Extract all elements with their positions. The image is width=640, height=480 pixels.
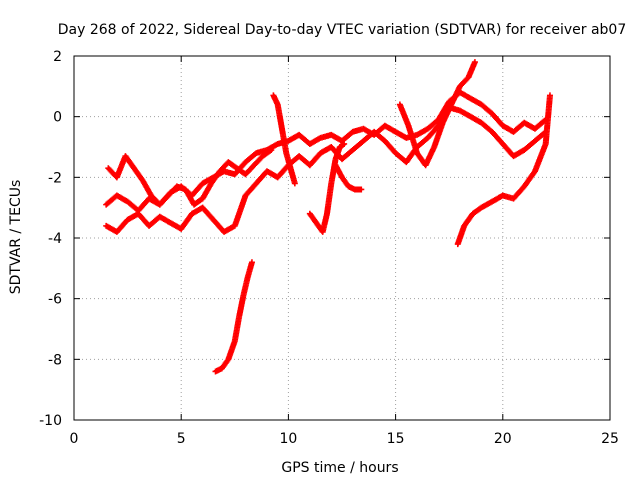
- y-tick-label: -10: [39, 413, 62, 429]
- series-track-e: [306, 140, 348, 235]
- x-axis-title: GPS time / hours: [281, 460, 398, 476]
- series-track-f: [332, 162, 365, 193]
- axis-ticks: 0 5 10 15 20 25 -10 -8 -6 -4 -2 0 2: [39, 49, 619, 447]
- y-tick-label: -4: [48, 231, 62, 247]
- data-point: [358, 186, 365, 193]
- series-track-i: [212, 259, 255, 375]
- x-tick-label: 20: [494, 431, 512, 447]
- y-tick-label: 0: [53, 110, 62, 126]
- data-point: [341, 140, 348, 147]
- x-tick-label: 15: [387, 431, 405, 447]
- y-tick-label: -8: [48, 352, 62, 368]
- x-tick-label: 10: [279, 431, 297, 447]
- y-tick-label: -2: [48, 170, 62, 186]
- data-series: [103, 59, 553, 375]
- x-tick-label: 0: [70, 431, 79, 447]
- y-axis-title: SDTVAR / TECUs: [8, 180, 24, 295]
- x-tick-label: 25: [601, 431, 619, 447]
- data-point: [248, 259, 255, 266]
- series-track-g: [396, 59, 478, 169]
- data-point: [471, 59, 478, 66]
- data-point: [268, 147, 275, 154]
- y-tick-label: -6: [48, 292, 62, 308]
- x-tick-label: 5: [177, 431, 186, 447]
- chart-title: Day 268 of 2022, Sidereal Day-to-day VTE…: [58, 22, 627, 38]
- y-tick-label: 2: [53, 49, 62, 65]
- series-track-d: [270, 92, 298, 187]
- data-point: [546, 92, 553, 99]
- series-track-c: [105, 147, 275, 208]
- series-track-h: [454, 92, 553, 248]
- data-point: [291, 180, 298, 187]
